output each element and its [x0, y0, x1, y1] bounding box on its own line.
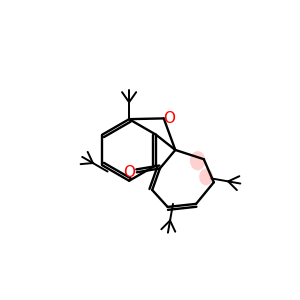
Text: O: O: [163, 111, 175, 126]
Ellipse shape: [190, 151, 205, 170]
Ellipse shape: [199, 168, 213, 185]
Text: O: O: [123, 165, 135, 180]
